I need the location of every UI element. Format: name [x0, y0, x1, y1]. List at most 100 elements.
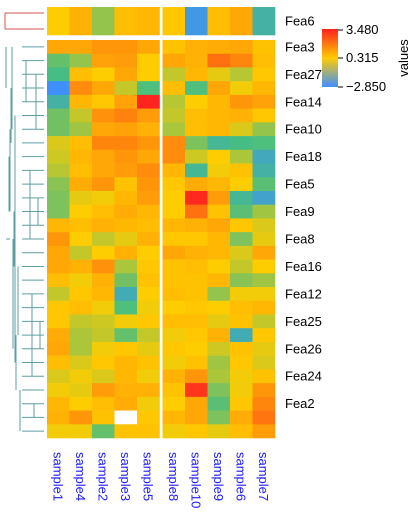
heatmap-cell — [185, 136, 208, 151]
heatmap-cell — [47, 410, 70, 425]
heatmap-cell — [92, 424, 115, 439]
heatmap-cell — [185, 94, 208, 109]
heatmap-cell — [230, 40, 253, 55]
heatmap-cell — [114, 67, 138, 82]
heatmap-cell — [230, 383, 253, 398]
heatmap-cell — [69, 396, 93, 411]
heatmap-cell — [69, 355, 93, 370]
legend-label-max: 3.480 — [346, 22, 379, 37]
heatmap-cell — [137, 81, 160, 96]
heatmap-cell — [162, 190, 186, 205]
heatmap-cell — [230, 369, 253, 384]
heatmap-cell — [252, 383, 276, 398]
heatmap-cell — [92, 273, 115, 288]
heatmap-cell — [162, 341, 186, 356]
heatmap-cell — [47, 424, 70, 439]
heatmap-cell — [114, 369, 138, 384]
heatmap-cell — [162, 149, 186, 164]
heatmap-cell — [47, 341, 70, 356]
heatmap-cell — [69, 369, 93, 384]
heatmap-cell — [69, 40, 93, 55]
heatmap-cell — [137, 410, 160, 425]
row-label: Fea24 — [285, 369, 322, 384]
heatmap-cell — [47, 273, 70, 288]
heatmap-cell — [162, 259, 186, 274]
heatmap-cell — [47, 396, 70, 411]
heatmap-cell — [137, 369, 160, 384]
heatmap-cell — [252, 273, 276, 288]
column-label: sample9 — [211, 452, 226, 501]
row-labels: Fea6 Fea3 Fea27 Fea14 Fea10 Fea18 Fea5 Fea9 Fea8… — [285, 14, 322, 412]
heatmap-cell — [252, 259, 276, 274]
heatmap-cell — [252, 122, 276, 137]
heatmap-cell — [47, 67, 70, 82]
heatmap-cell — [114, 204, 138, 219]
heatmap-cell — [137, 232, 160, 247]
heatmap-cell — [185, 424, 208, 439]
heatmap-cell — [230, 204, 253, 219]
heatmap-cell — [69, 341, 93, 356]
heatmap-cell — [185, 328, 208, 343]
heatmap-cell — [230, 218, 253, 233]
heatmap-cell — [207, 410, 231, 425]
heatmap-cell — [69, 259, 93, 274]
heatmap-cell — [114, 328, 138, 343]
row-label: Fea3 — [285, 39, 315, 54]
heatmap-cell — [185, 341, 208, 356]
heatmap-cell — [162, 218, 186, 233]
heatmap-cell — [92, 136, 115, 151]
heatmap-cell — [185, 410, 208, 425]
heatmap-cell — [114, 259, 138, 274]
heatmap-cell — [137, 163, 160, 178]
heatmap-cell — [162, 67, 186, 82]
heatmap-cell — [114, 108, 138, 123]
heatmap-cell — [92, 355, 115, 370]
heatmap-cell — [69, 273, 93, 288]
heatmap-cell — [47, 190, 70, 205]
heatmap-cell — [92, 190, 115, 205]
heatmap-cell — [252, 136, 276, 151]
heatmap-cell — [162, 232, 186, 247]
column-label: sample3 — [118, 452, 133, 501]
column-label: sample4 — [73, 452, 88, 501]
heatmap-cell — [185, 163, 208, 178]
heatmap-cell — [252, 53, 276, 68]
heatmap-cell — [185, 204, 208, 219]
heatmap-cell — [69, 122, 93, 137]
heatmap-cell — [230, 314, 253, 329]
heatmap-cell — [47, 81, 70, 96]
heatmap-cell — [47, 245, 70, 260]
heatmap-cell — [207, 67, 231, 82]
heatmap-cell — [185, 259, 208, 274]
heatmap-cell — [207, 7, 231, 36]
heatmap-cell — [252, 314, 276, 329]
heatmap-cell — [185, 245, 208, 260]
heatmap-cell — [207, 81, 231, 96]
heatmap-cell — [114, 287, 138, 302]
heatmap-cell — [230, 355, 253, 370]
heatmap-cell — [162, 245, 186, 260]
heatmap-cell — [114, 94, 138, 109]
heatmap-cell — [137, 108, 160, 123]
row-label: Fea25 — [285, 314, 322, 329]
heatmap-cell — [47, 177, 70, 192]
heatmap-cell — [207, 328, 231, 343]
heatmap-cell — [69, 232, 93, 247]
heatmap-cell — [162, 136, 186, 151]
heatmap-cell — [92, 341, 115, 356]
heatmap-cell — [92, 40, 115, 55]
heatmap-cell — [207, 108, 231, 123]
heatmap-cell — [185, 218, 208, 233]
heatmap-cell — [207, 341, 231, 356]
row-dendrogram — [4, 12, 44, 432]
heatmap-cell — [252, 232, 276, 247]
heatmap-cell — [162, 424, 186, 439]
heatmap-cell — [114, 383, 138, 398]
heatmap-cell — [252, 410, 276, 425]
heatmap-cell — [207, 314, 231, 329]
heatmap-cell — [92, 94, 115, 109]
legend-colorbar — [322, 29, 338, 87]
heatmap-cell — [162, 108, 186, 123]
